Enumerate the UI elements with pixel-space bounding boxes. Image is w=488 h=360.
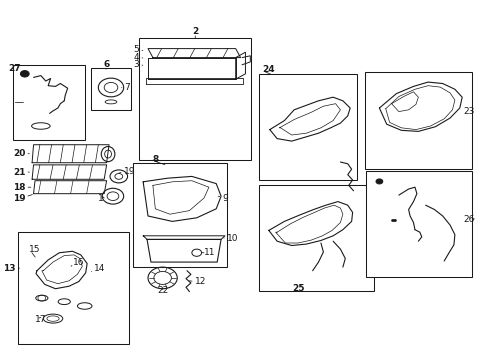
Text: 10: 10 (226, 234, 238, 243)
Bar (364, 72, 471, 169)
Text: 23: 23 (462, 107, 473, 116)
Text: 9: 9 (222, 194, 228, 202)
Text: 21: 21 (13, 168, 25, 177)
Text: 22: 22 (157, 287, 168, 295)
Text: 25: 25 (291, 284, 304, 293)
Text: 15: 15 (29, 245, 41, 253)
Bar (18, 232, 129, 344)
Text: 11: 11 (203, 248, 215, 257)
Text: 6: 6 (103, 60, 109, 69)
Bar (91, 68, 131, 110)
Bar (139, 38, 251, 160)
Bar (366, 171, 471, 277)
Text: 27: 27 (9, 64, 21, 73)
Text: 13: 13 (3, 264, 16, 273)
Bar (259, 185, 373, 291)
Text: 1: 1 (98, 194, 104, 203)
Bar (13, 65, 84, 140)
Text: 19: 19 (13, 194, 25, 202)
Text: 14: 14 (93, 264, 104, 273)
Text: 8: 8 (153, 155, 159, 163)
Text: 16: 16 (72, 258, 84, 267)
Text: 12: 12 (194, 277, 206, 286)
Text: 19: 19 (123, 166, 135, 176)
Circle shape (20, 71, 29, 77)
Text: 24: 24 (262, 65, 275, 74)
Bar (133, 163, 226, 267)
Circle shape (375, 179, 382, 184)
Text: 7: 7 (124, 83, 130, 92)
Text: 20: 20 (13, 149, 25, 158)
Text: 18: 18 (13, 183, 25, 192)
Text: 2: 2 (192, 27, 198, 36)
Text: 26: 26 (462, 215, 473, 224)
Text: 5: 5 (133, 45, 139, 54)
Text: 4: 4 (133, 53, 139, 62)
Text: 3: 3 (133, 60, 139, 69)
Bar (259, 74, 356, 180)
Text: 17: 17 (35, 315, 46, 324)
